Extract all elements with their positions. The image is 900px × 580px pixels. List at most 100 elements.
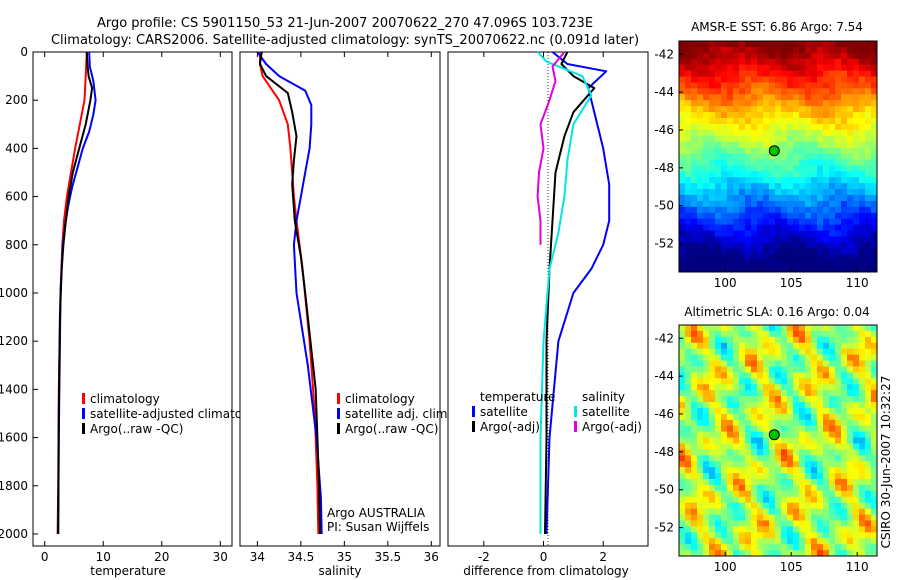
field-cell: [763, 70, 770, 77]
field-cell: [859, 100, 866, 107]
field-cell: [751, 212, 758, 220]
field-cell: [799, 118, 806, 125]
field-cell: [853, 348, 860, 356]
field-cell: [679, 514, 686, 521]
field-cell: [847, 419, 854, 427]
field-cell: [871, 129, 878, 137]
x-axis-label: difference from climatology: [463, 564, 629, 578]
field-cell: [793, 461, 800, 468]
field-cell: [847, 106, 854, 113]
field-cell: [859, 52, 866, 60]
field-cell: [805, 520, 812, 527]
field-cell: [793, 336, 800, 344]
field-cell: [823, 325, 830, 332]
field-cell: [805, 396, 812, 403]
field-cell: [721, 224, 728, 231]
field-cell: [775, 443, 782, 450]
field-cell: [745, 372, 752, 379]
field-cell: [697, 372, 704, 379]
field-cell: [763, 118, 770, 125]
legend: climatology satellite-adjusted climatolo…: [82, 392, 268, 436]
field-cell: [775, 242, 782, 249]
field-cell: [871, 496, 878, 504]
field-cell: [871, 112, 878, 119]
field-cell: [715, 479, 722, 486]
series-line-1: [256, 51, 323, 535]
field-cell: [805, 58, 812, 66]
field-cell: [805, 490, 812, 498]
field-cell: [817, 384, 824, 391]
field-cell: [781, 218, 788, 226]
field-cell: [865, 159, 872, 166]
field-cell: [721, 378, 728, 385]
field-cell: [679, 396, 686, 403]
field-cell: [745, 490, 752, 498]
field-cell: [811, 443, 818, 450]
field-cell: [715, 407, 722, 415]
field-cell: [757, 129, 764, 137]
field-cell: [865, 224, 872, 231]
field-cell: [739, 431, 746, 438]
field-cell: [853, 473, 860, 480]
sst-field: [679, 41, 878, 273]
field-cell: [817, 538, 824, 545]
y-tick-label: 1200: [0, 334, 28, 348]
field-cell: [685, 46, 692, 54]
field-cell: [823, 52, 830, 60]
field-cell: [871, 443, 878, 450]
field-cell: [805, 508, 812, 515]
field-cell: [793, 479, 800, 486]
field-cell: [853, 354, 860, 361]
field-cell: [811, 260, 818, 267]
field-cell: [823, 330, 830, 338]
field-cell: [691, 218, 698, 226]
field-cell: [775, 118, 782, 125]
field-cell: [721, 372, 728, 379]
field-cell: [823, 354, 830, 361]
field-cell: [679, 467, 686, 474]
field-cell: [757, 165, 764, 172]
field-cell: [787, 502, 794, 510]
field-cell: [721, 325, 728, 332]
field-cell: [853, 46, 860, 54]
field-cell: [859, 490, 866, 498]
field-cell: [769, 479, 776, 486]
field-cell: [793, 502, 800, 510]
field-cell: [811, 112, 818, 119]
field-cell: [697, 473, 704, 480]
field-cell: [775, 413, 782, 421]
field-cell: [703, 242, 710, 249]
field-cell: [715, 177, 722, 184]
field-cell: [865, 336, 872, 344]
field-cell: [865, 135, 872, 143]
field-cell: [835, 106, 842, 113]
field-cell: [727, 372, 734, 379]
field-cell: [799, 159, 806, 166]
field-cell: [757, 419, 764, 427]
field-cell: [751, 378, 758, 385]
field-cell: [739, 467, 746, 474]
field-cell: [697, 129, 704, 137]
field-cell: [799, 76, 806, 83]
field-cell: [835, 266, 842, 273]
field-cell: [811, 94, 818, 101]
field-cell: [721, 508, 728, 515]
field-cell: [679, 200, 686, 208]
field-cell: [679, 248, 686, 255]
field-cell: [697, 189, 704, 196]
field-cell: [745, 212, 752, 220]
field-cell: [853, 195, 860, 202]
field-cell: [841, 260, 848, 267]
field-cell: [733, 254, 740, 261]
field-cell: [841, 177, 848, 184]
field-cell: [721, 467, 728, 474]
field-cell: [781, 248, 788, 255]
field-cell: [865, 484, 872, 492]
field-cell: [769, 342, 776, 350]
field-cell: [817, 544, 824, 551]
field-cell: [763, 171, 770, 178]
field-cell: [871, 58, 878, 66]
field-cell: [715, 266, 722, 273]
field-cell: [787, 248, 794, 255]
field-cell: [799, 200, 806, 208]
